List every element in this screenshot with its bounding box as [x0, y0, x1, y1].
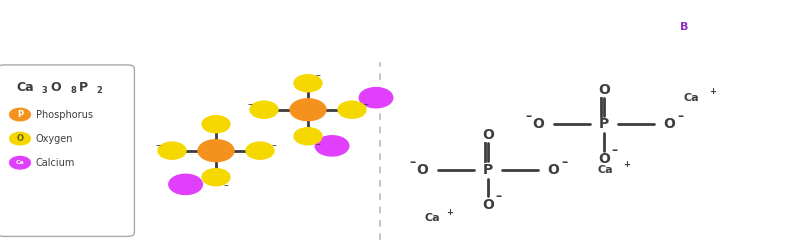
Text: 3: 3	[42, 86, 47, 95]
Circle shape	[250, 102, 278, 118]
Text: O: O	[598, 152, 610, 166]
Text: P: P	[17, 110, 23, 119]
Circle shape	[158, 143, 186, 159]
Text: Ca: Ca	[16, 81, 34, 94]
Text: P: P	[78, 81, 87, 94]
Text: –: –	[247, 99, 252, 109]
Text: –: –	[223, 180, 228, 190]
Text: –: –	[677, 110, 683, 124]
Text: Ca: Ca	[16, 160, 24, 165]
Circle shape	[246, 143, 274, 159]
Text: P: P	[599, 117, 609, 131]
Circle shape	[10, 156, 30, 169]
Text: O: O	[533, 117, 544, 131]
Text: O: O	[598, 82, 610, 97]
Circle shape	[169, 174, 202, 194]
Circle shape	[290, 99, 326, 120]
Text: –: –	[155, 140, 160, 150]
Text: O: O	[548, 163, 559, 177]
Text: 8: 8	[70, 86, 76, 95]
Text: Calcium: Calcium	[36, 158, 75, 168]
Circle shape	[294, 128, 322, 144]
Text: 2: 2	[96, 86, 102, 95]
Text: BYJU'S: BYJU'S	[696, 11, 731, 21]
Text: Phosphorus: Phosphorus	[36, 110, 93, 120]
Circle shape	[338, 102, 366, 118]
Circle shape	[315, 136, 349, 156]
Text: O: O	[482, 198, 494, 212]
Text: –: –	[561, 156, 567, 169]
Circle shape	[202, 116, 230, 132]
FancyBboxPatch shape	[652, 4, 716, 50]
Circle shape	[294, 75, 322, 91]
Text: Oxygen: Oxygen	[36, 134, 74, 144]
Text: –: –	[611, 144, 618, 157]
Text: –: –	[315, 70, 320, 80]
Text: –: –	[364, 99, 369, 109]
Circle shape	[10, 132, 30, 145]
Text: +: +	[446, 208, 453, 217]
Text: The Learning App: The Learning App	[696, 33, 751, 38]
Text: O: O	[664, 117, 675, 131]
Text: O: O	[417, 163, 428, 177]
Text: O: O	[50, 81, 61, 94]
Text: P: P	[483, 163, 493, 177]
Text: –: –	[525, 110, 531, 124]
Text: Ca: Ca	[684, 93, 700, 103]
Circle shape	[202, 169, 230, 185]
FancyBboxPatch shape	[0, 65, 134, 236]
Text: O: O	[17, 134, 23, 143]
Text: –: –	[272, 140, 277, 150]
Circle shape	[198, 140, 234, 161]
Text: O: O	[482, 128, 494, 142]
Text: –: –	[315, 139, 320, 149]
Circle shape	[10, 108, 30, 121]
Text: –: –	[495, 190, 502, 203]
Text: –: –	[409, 156, 415, 169]
Text: Ca: Ca	[424, 213, 440, 223]
Text: Ca: Ca	[598, 165, 614, 175]
Text: +: +	[710, 87, 717, 96]
Text: B: B	[680, 22, 688, 32]
Circle shape	[359, 88, 393, 108]
Text: CALCIUM PHOSPHATE STRUCTURE: CALCIUM PHOSPHATE STRUCTURE	[24, 14, 530, 40]
Text: +: +	[623, 160, 630, 169]
